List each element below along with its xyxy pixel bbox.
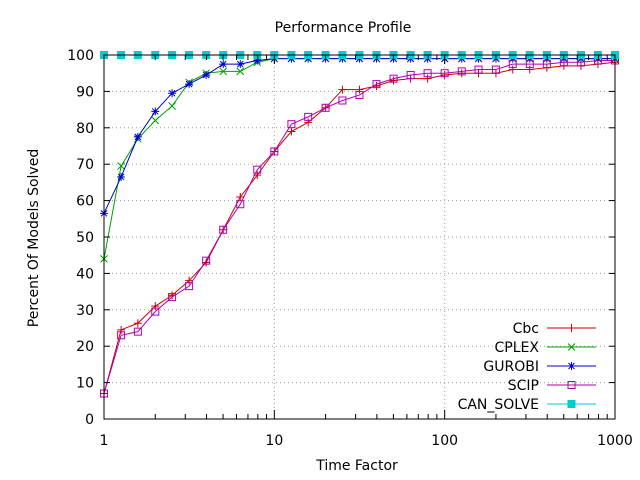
- data-point-scip: [168, 293, 177, 302]
- data-point-gurobi: [236, 60, 245, 69]
- series-cbc: [100, 58, 619, 398]
- data-point-scip: [542, 60, 551, 69]
- y-tick-label: 70: [76, 157, 94, 173]
- data-point-scip: [151, 307, 160, 316]
- legend-entry-scip: SCIP: [508, 378, 596, 394]
- data-point-scip: [304, 112, 313, 121]
- x-tick-label: 1000: [597, 433, 633, 449]
- legend-swatch-marker: [567, 381, 576, 389]
- data-point-cbc: [117, 325, 126, 334]
- data-point-cbc: [389, 76, 398, 85]
- data-point-cbc: [133, 319, 142, 328]
- data-point-scip: [406, 71, 415, 80]
- x-tick-label: 100: [431, 433, 458, 449]
- y-tick-label: 40: [76, 266, 94, 282]
- legend-entry-cplex: CPLEX: [495, 340, 596, 356]
- data-point-cbc: [423, 74, 432, 83]
- x-axis-label: Time Factor: [315, 458, 398, 474]
- data-point-cplex: [117, 162, 125, 170]
- y-tick-label: 0: [85, 412, 94, 428]
- series-group: [100, 51, 619, 398]
- data-point-scip: [133, 327, 142, 336]
- legend-swatch-marker: [567, 343, 576, 351]
- data-point-cbc: [508, 65, 517, 74]
- data-point-gurobi: [253, 56, 262, 65]
- data-point-scip: [321, 103, 330, 112]
- data-point-gurobi: [151, 107, 160, 116]
- data-point-scip: [338, 96, 347, 105]
- data-point-gurobi: [185, 80, 194, 89]
- series-scip: [100, 56, 619, 398]
- data-point-gurobi: [168, 89, 177, 98]
- data-point-scip: [219, 225, 228, 234]
- legend-label: CAN_SOLVE: [458, 397, 539, 413]
- data-point-scip: [355, 91, 364, 100]
- series-line-scip: [103, 59, 615, 394]
- legend-entry-cbc: Cbc: [513, 321, 596, 337]
- y-tick-label: 50: [76, 230, 94, 246]
- data-point-cbc: [525, 65, 534, 74]
- y-axis-label: Percent Of Models Solved: [26, 149, 42, 327]
- x-tick-label: 10: [265, 433, 283, 449]
- data-point-cbc: [236, 192, 245, 201]
- data-point-scip: [270, 147, 279, 156]
- data-point-cplex: [236, 67, 245, 76]
- data-point-scip: [287, 120, 296, 129]
- data-point-scip: [525, 60, 534, 69]
- data-point-gurobi: [133, 132, 142, 141]
- data-point-scip: [423, 69, 432, 78]
- data-point-cbc: [355, 85, 364, 94]
- series-gurobi: [100, 54, 619, 218]
- legend-entry-can-solve: CAN_SOLVE: [458, 397, 596, 413]
- data-point-scip: [372, 80, 381, 89]
- legend-swatch-marker: [567, 362, 576, 370]
- data-point-scip: [185, 282, 194, 291]
- data-point-scip: [253, 165, 262, 174]
- data-point-gurobi: [117, 172, 126, 181]
- data-point-cplex: [168, 102, 176, 110]
- legend-label: SCIP: [508, 378, 539, 394]
- y-tick-label: 60: [76, 194, 94, 210]
- legend-entry-gurobi: GUROBI: [483, 359, 596, 375]
- data-point-scip: [457, 67, 466, 76]
- chart-title: Performance Profile: [275, 20, 412, 36]
- legend-swatch-marker: [567, 324, 576, 332]
- data-point-scip: [508, 60, 517, 69]
- y-tick-label: 80: [76, 121, 94, 137]
- data-point-cbc: [440, 71, 449, 80]
- data-point-cbc: [287, 127, 296, 136]
- legend-label: CPLEX: [495, 340, 540, 356]
- data-point-gurobi: [202, 71, 211, 80]
- y-tick-label: 90: [76, 84, 94, 100]
- legend-swatch-marker: [567, 400, 576, 408]
- data-point-cplex: [219, 67, 228, 76]
- data-point-scip: [440, 69, 449, 78]
- y-tick-label: 10: [76, 376, 94, 392]
- data-point-cbc: [185, 276, 194, 285]
- series-line-gurobi: [103, 58, 615, 214]
- data-point-cbc: [304, 118, 313, 127]
- data-point-scip: [236, 200, 245, 209]
- data-point-cbc: [338, 85, 347, 94]
- data-point-gurobi: [219, 60, 228, 69]
- data-point-cplex: [151, 116, 160, 125]
- y-tick-label: 100: [67, 48, 94, 64]
- data-point-scip: [491, 65, 500, 74]
- legend-label: Cbc: [513, 321, 539, 337]
- x-tick-label: 1: [100, 433, 109, 449]
- data-point-cbc: [151, 302, 160, 311]
- y-tick-label: 30: [76, 303, 94, 319]
- data-point-scip: [202, 256, 211, 265]
- grid: [104, 55, 615, 419]
- legend: Cbc CPLEX GUROBI SCIP CAN_SOLVE: [458, 321, 596, 413]
- data-point-scip: [389, 74, 398, 83]
- legend-label: GUROBI: [483, 359, 539, 375]
- data-point-scip: [474, 65, 483, 74]
- data-point-cbc: [457, 69, 466, 78]
- data-point-scip: [117, 331, 126, 340]
- y-tick-label: 20: [76, 339, 94, 355]
